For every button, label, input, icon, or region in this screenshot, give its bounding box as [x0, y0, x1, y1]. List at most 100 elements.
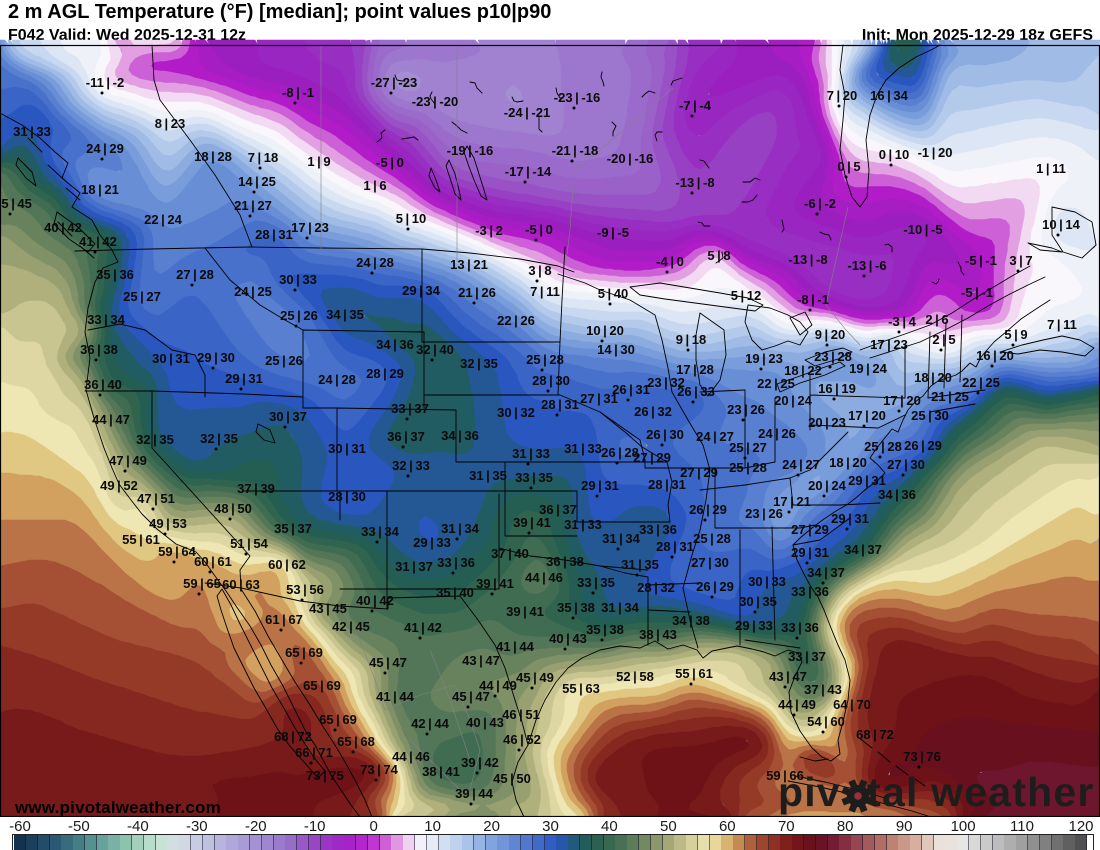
svg-text:27 | 29: 27 | 29 — [633, 450, 671, 465]
svg-text:39 | 41: 39 | 41 — [513, 515, 551, 530]
svg-text:28 | 29: 28 | 29 — [366, 366, 404, 381]
svg-text:59 | 65: 59 | 65 — [183, 576, 221, 591]
svg-text:-3 | 4: -3 | 4 — [888, 314, 916, 329]
svg-text:27 | 29: 27 | 29 — [680, 465, 718, 480]
svg-text:30 | 33: 30 | 33 — [748, 574, 786, 589]
svg-text:37 | 40: 37 | 40 — [491, 546, 529, 561]
svg-text:-21 | -18: -21 | -18 — [552, 143, 598, 158]
svg-text:-24 | -21: -24 | -21 — [504, 105, 550, 120]
svg-text:28 | 30: 28 | 30 — [328, 489, 366, 504]
svg-text:29 | 31: 29 | 31 — [831, 511, 869, 526]
svg-text:24 | 26: 24 | 26 — [758, 426, 796, 441]
svg-text:24 | 28: 24 | 28 — [356, 255, 394, 270]
svg-text:-8 | -1: -8 | -1 — [282, 85, 314, 100]
svg-text:29 | 34: 29 | 34 — [402, 283, 441, 298]
svg-text:33 | 34: 33 | 34 — [87, 312, 126, 327]
svg-text:24 | 29: 24 | 29 — [86, 141, 124, 156]
svg-text:18 | 21: 18 | 21 — [81, 182, 119, 197]
svg-text:5 | 40: 5 | 40 — [598, 286, 629, 301]
svg-text:35 | 36: 35 | 36 — [96, 267, 134, 282]
svg-text:34 | 38: 34 | 38 — [672, 613, 710, 628]
svg-text:26 | 28: 26 | 28 — [601, 445, 639, 460]
svg-text:-13 | -8: -13 | -8 — [788, 252, 827, 267]
svg-text:7 | 20: 7 | 20 — [827, 88, 858, 103]
svg-text:17 | 23: 17 | 23 — [291, 220, 329, 235]
svg-text:3 | 7: 3 | 7 — [1009, 253, 1032, 268]
svg-text:37 | 43: 37 | 43 — [804, 682, 842, 697]
svg-text:45 | 49: 45 | 49 — [516, 670, 554, 685]
svg-text:41 | 42: 41 | 42 — [79, 234, 117, 249]
svg-text:33 | 35: 33 | 35 — [515, 470, 553, 485]
svg-text:31 | 34: 31 | 34 — [601, 600, 640, 615]
svg-text:55 | 61: 55 | 61 — [122, 532, 160, 547]
svg-text:66 | 71: 66 | 71 — [295, 745, 333, 760]
svg-text:16 | 20: 16 | 20 — [976, 348, 1014, 363]
svg-text:40 | 42: 40 | 42 — [356, 593, 394, 608]
svg-text:22 | 25: 22 | 25 — [962, 375, 1000, 390]
svg-text:20 | 23: 20 | 23 — [808, 415, 846, 430]
svg-text:59 | 66: 59 | 66 — [766, 768, 804, 783]
svg-text:29 | 31: 29 | 31 — [791, 545, 829, 560]
svg-text:26 | 30: 26 | 30 — [646, 427, 684, 442]
svg-text:25 | 30: 25 | 30 — [911, 408, 949, 423]
svg-text:-17 | -14: -17 | -14 — [505, 164, 552, 179]
svg-text:34 | 35: 34 | 35 — [326, 307, 364, 322]
svg-text:-10 | -5: -10 | -5 — [903, 222, 942, 237]
svg-text:28 | 30: 28 | 30 — [532, 373, 570, 388]
svg-text:39 | 42: 39 | 42 — [461, 755, 499, 770]
svg-text:51 | 54: 51 | 54 — [230, 536, 269, 551]
svg-text:60 | 62: 60 | 62 — [268, 557, 306, 572]
svg-text:22 | 26: 22 | 26 — [497, 313, 535, 328]
svg-text:1 | 9: 1 | 9 — [307, 154, 330, 169]
svg-text:5 | 12: 5 | 12 — [731, 288, 762, 303]
svg-text:32 | 35: 32 | 35 — [460, 356, 498, 371]
svg-text:25 | 27: 25 | 27 — [729, 440, 767, 455]
svg-text:43 | 45: 43 | 45 — [309, 601, 347, 616]
svg-text:44 | 46: 44 | 46 — [525, 570, 563, 585]
svg-text:68 | 72: 68 | 72 — [274, 729, 312, 744]
svg-text:20 | 24: 20 | 24 — [808, 478, 847, 493]
svg-text:-3 | 2: -3 | 2 — [475, 223, 503, 238]
svg-text:10 | 14: 10 | 14 — [1042, 217, 1081, 232]
svg-text:17 | 21: 17 | 21 — [773, 494, 811, 509]
svg-text:5 | 9: 5 | 9 — [1004, 327, 1027, 342]
svg-text:-11 | -2: -11 | -2 — [86, 75, 124, 90]
svg-text:44 | 47: 44 | 47 — [92, 412, 130, 427]
svg-text:30 | 35: 30 | 35 — [739, 594, 777, 609]
svg-text:-5 | 0: -5 | 0 — [525, 222, 553, 237]
svg-text:32 | 35: 32 | 35 — [200, 431, 238, 446]
svg-text:29 | 33: 29 | 33 — [735, 618, 773, 633]
svg-text:33 | 36: 33 | 36 — [437, 555, 475, 570]
svg-text:65 | 69: 65 | 69 — [303, 678, 341, 693]
svg-text:0 | 10: 0 | 10 — [879, 147, 910, 162]
svg-text:65 | 69: 65 | 69 — [285, 645, 323, 660]
svg-text:30 | 33: 30 | 33 — [279, 272, 317, 287]
svg-text:21 | 25: 21 | 25 — [931, 389, 969, 404]
svg-text:53 | 56: 53 | 56 — [286, 582, 324, 597]
svg-text:34 | 36: 34 | 36 — [878, 487, 916, 502]
svg-text:43 | 47: 43 | 47 — [462, 653, 500, 668]
svg-text:8 | 23: 8 | 23 — [155, 116, 186, 131]
svg-text:19 | 23: 19 | 23 — [745, 351, 783, 366]
svg-text:29 | 33: 29 | 33 — [413, 535, 451, 550]
svg-text:27 | 30: 27 | 30 — [691, 555, 729, 570]
svg-text:35 | 37: 35 | 37 — [274, 521, 312, 536]
svg-text:31 | 34: 31 | 34 — [441, 521, 480, 536]
svg-text:55 | 61: 55 | 61 — [675, 666, 713, 681]
svg-text:36 | 40: 36 | 40 — [84, 377, 122, 392]
svg-text:64 | 70: 64 | 70 — [833, 697, 871, 712]
svg-text:21 | 27: 21 | 27 — [234, 198, 272, 213]
svg-text:5 | 8: 5 | 8 — [707, 248, 730, 263]
svg-text:29 | 31: 29 | 31 — [581, 478, 619, 493]
svg-text:40 | 42: 40 | 42 — [44, 220, 82, 235]
svg-text:16 | 34: 16 | 34 — [870, 88, 909, 103]
svg-text:7 | 11: 7 | 11 — [1047, 317, 1077, 332]
svg-text:18 | 20: 18 | 20 — [914, 370, 952, 385]
svg-text:-4 | 0: -4 | 0 — [656, 254, 684, 269]
svg-text:46 | 51: 46 | 51 — [502, 707, 540, 722]
svg-text:28 | 31: 28 | 31 — [255, 227, 293, 242]
svg-text:31 | 34: 31 | 34 — [602, 531, 641, 546]
svg-text:18 | 20: 18 | 20 — [829, 455, 867, 470]
svg-text:39 | 41: 39 | 41 — [506, 604, 544, 619]
svg-text:29 | 30: 29 | 30 — [197, 350, 235, 365]
